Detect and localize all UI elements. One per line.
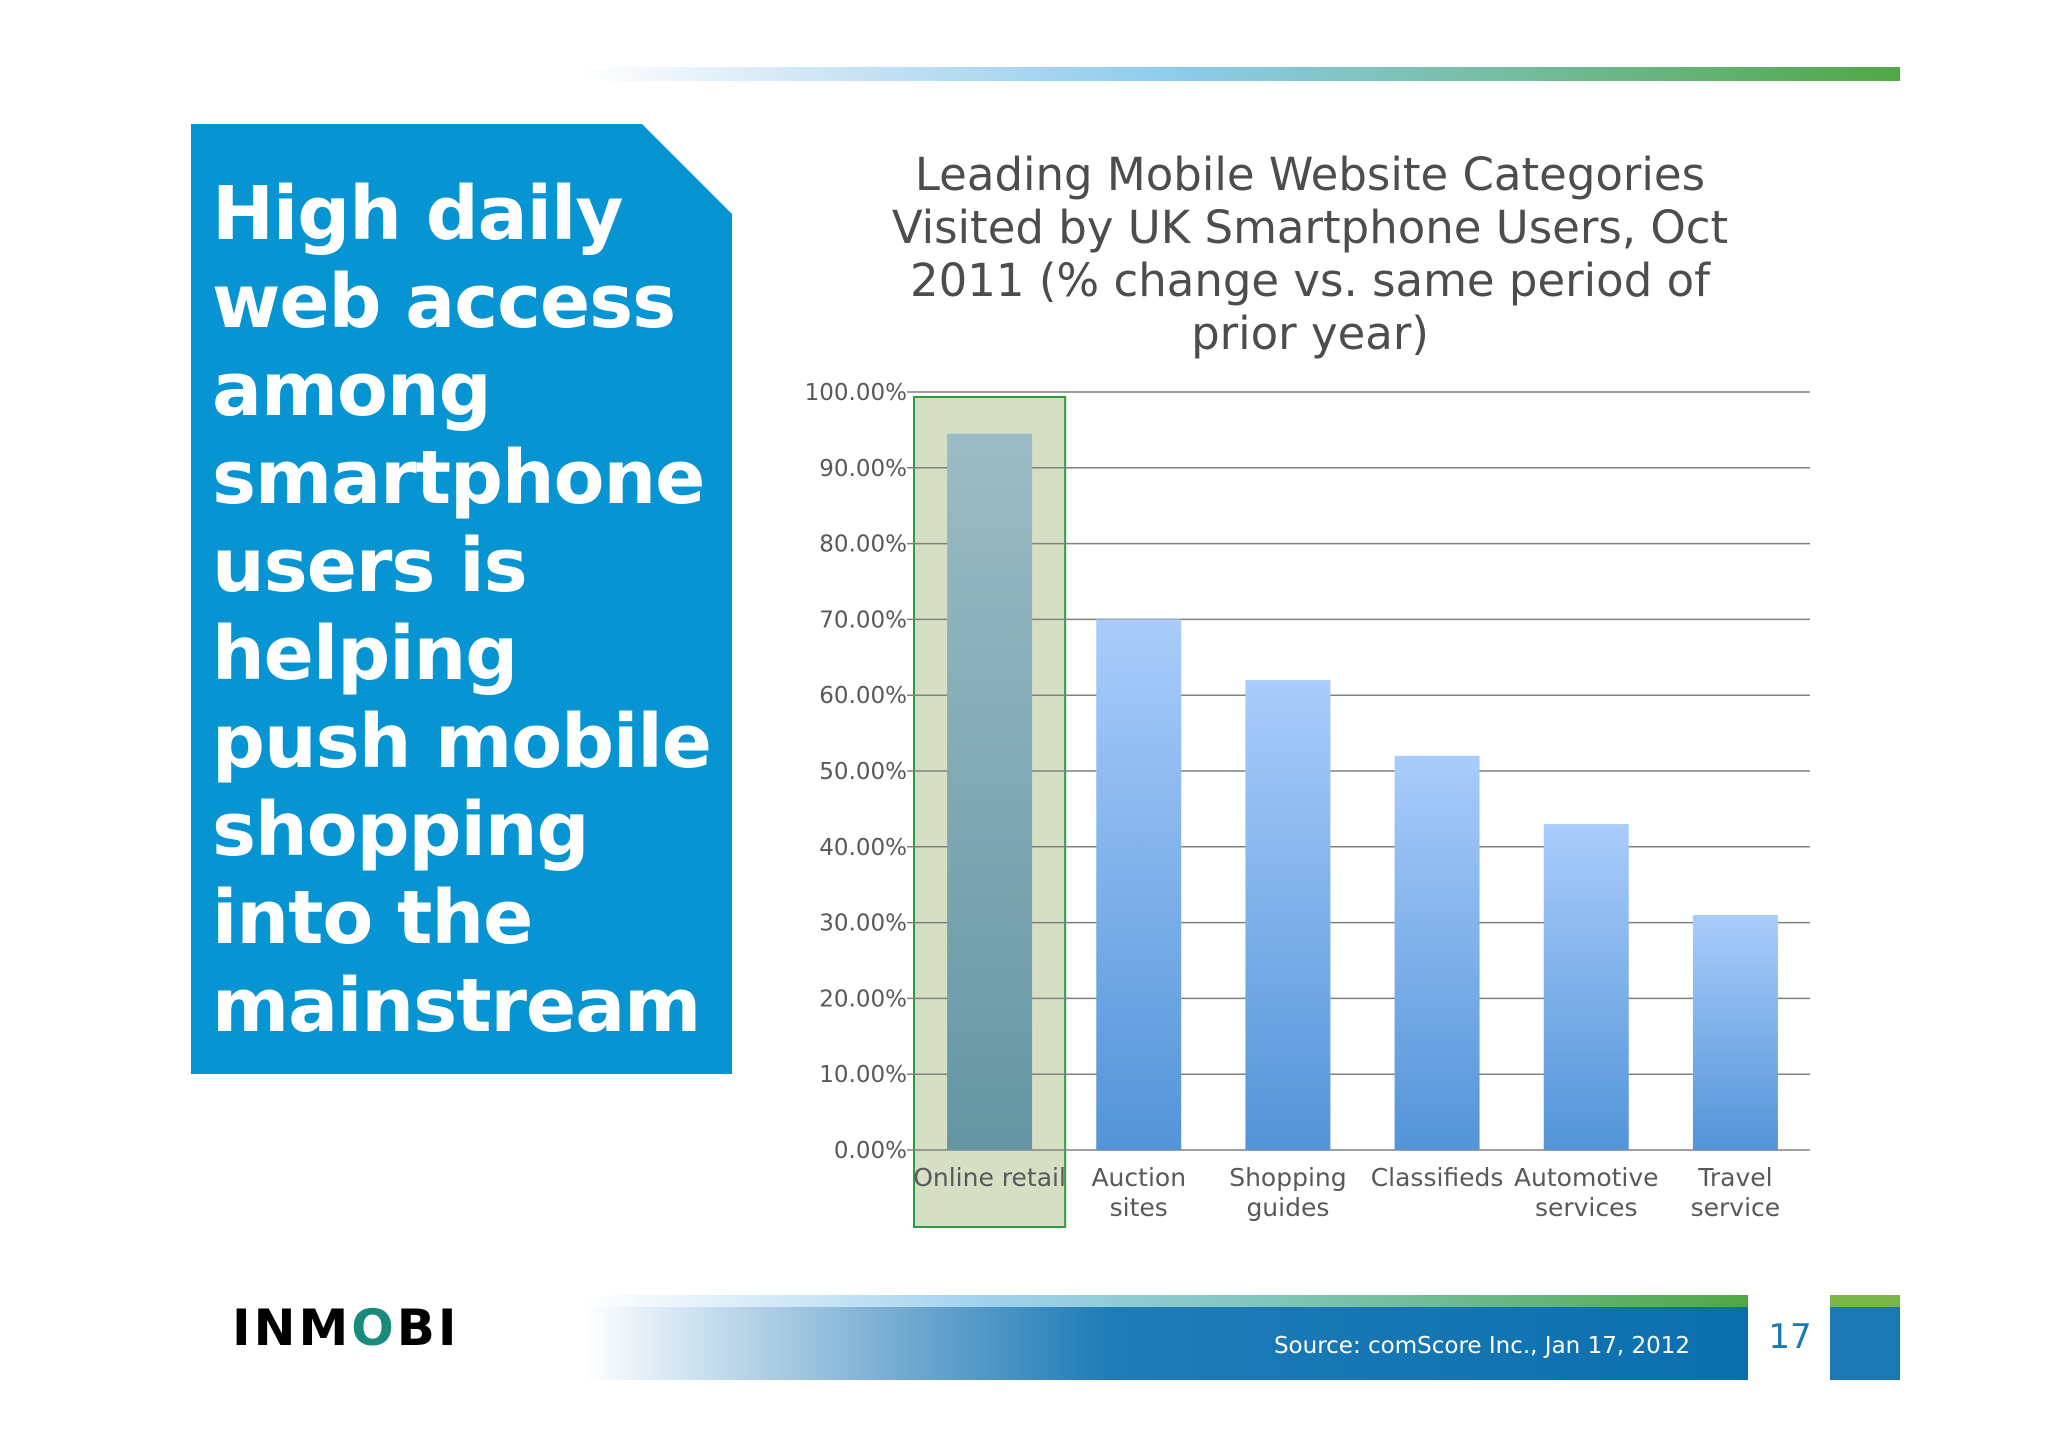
x-tick-label: Shopping <box>1229 1163 1346 1192</box>
callout-text: High daily web access among smartphone u… <box>212 171 712 1049</box>
y-tick-label: 70.00% <box>819 607 907 633</box>
y-tick-label: 0.00% <box>834 1138 907 1164</box>
bar <box>947 433 1033 1150</box>
x-tick-label: Online retail <box>913 1163 1066 1192</box>
callout-box <box>191 124 732 1074</box>
inmobi-logo: INMOBI <box>232 1299 460 1357</box>
y-tick-label: 20.00% <box>819 986 907 1012</box>
y-tick-label: 100.00% <box>805 380 907 406</box>
y-tick-label: 30.00% <box>819 911 907 937</box>
x-tick-label: services <box>1535 1193 1638 1222</box>
x-tick-label: Automotive <box>1514 1163 1659 1192</box>
x-tick-label: Classifieds <box>1371 1163 1504 1192</box>
bar <box>1692 915 1778 1150</box>
footer-bar <box>585 1295 1748 1380</box>
y-tick-label: 60.00% <box>819 683 907 709</box>
x-tick-label: sites <box>1110 1193 1168 1222</box>
x-tick-label: service <box>1691 1193 1781 1222</box>
y-tick-label: 50.00% <box>819 759 907 785</box>
x-tick-label: Travel <box>1697 1163 1772 1192</box>
chart-title: Leading Mobile Website Categories Visite… <box>891 148 1729 360</box>
y-tick-label: 10.00% <box>819 1062 907 1088</box>
bar <box>1394 755 1480 1150</box>
source-note: Source: comScore Inc., Jan 17, 2012 <box>1273 1333 1690 1359</box>
x-tick-label: Auction <box>1091 1163 1186 1192</box>
x-tick-label: guides <box>1246 1193 1329 1222</box>
bar <box>1245 680 1331 1150</box>
top-gradient-bar <box>580 67 1900 81</box>
bar <box>1096 619 1182 1150</box>
y-tick-label: 90.00% <box>819 456 907 482</box>
bar <box>1543 824 1629 1150</box>
y-tick-label: 80.00% <box>819 532 907 558</box>
page-tile <box>1830 1295 1900 1380</box>
page-number: 17 <box>1768 1317 1812 1357</box>
y-tick-label: 40.00% <box>819 835 907 861</box>
